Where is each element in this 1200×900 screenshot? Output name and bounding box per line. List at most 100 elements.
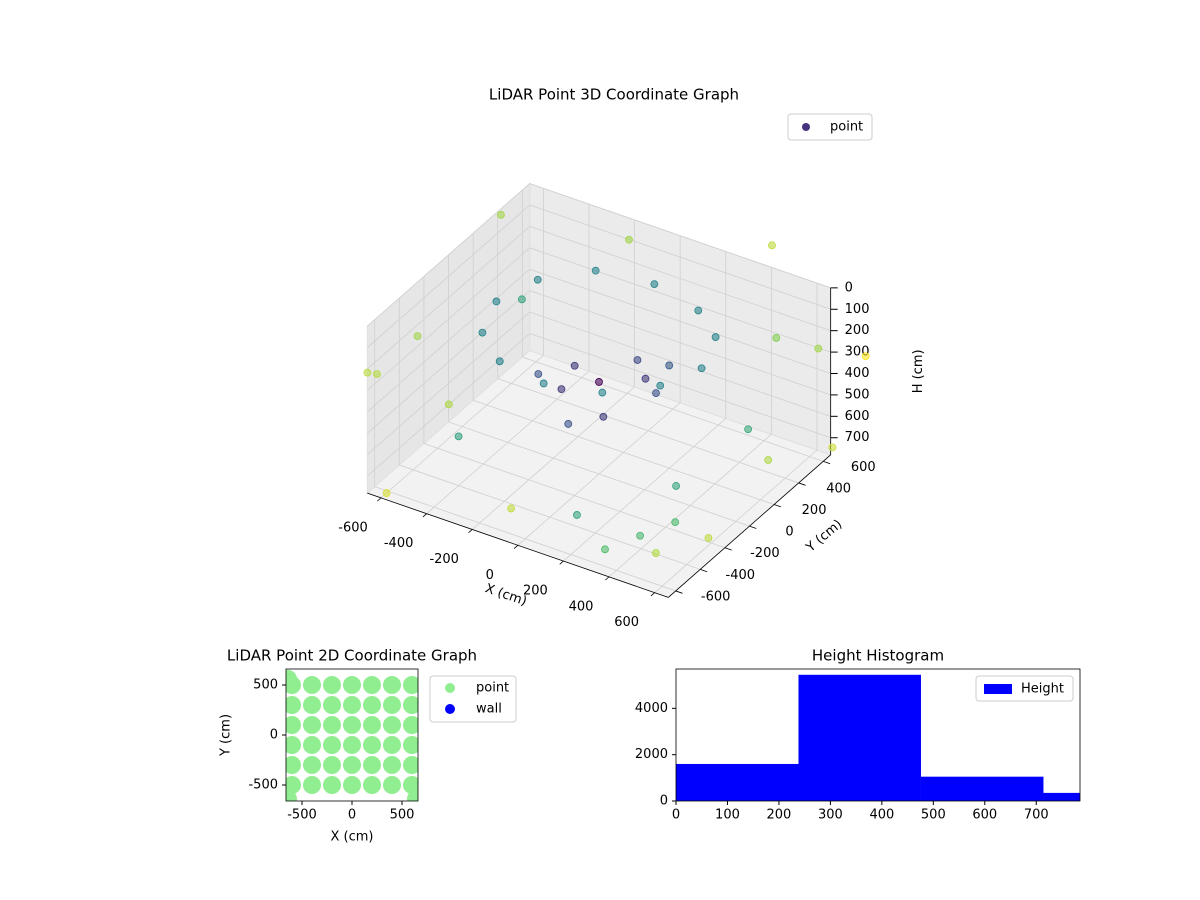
point <box>557 385 566 394</box>
tick-mark <box>724 547 732 551</box>
grid-line <box>423 443 726 549</box>
point <box>861 352 870 361</box>
point <box>533 275 542 284</box>
tick-mark <box>700 568 708 573</box>
point <box>363 696 381 714</box>
bar <box>798 674 921 801</box>
x-tick-label: -400 <box>384 536 414 551</box>
point <box>564 420 573 428</box>
point <box>403 776 418 794</box>
z-tick-label: 400 <box>845 366 870 381</box>
grid-line <box>367 247 530 391</box>
point <box>382 489 391 497</box>
point <box>444 400 453 409</box>
point <box>828 443 837 452</box>
y-tick-label: -200 <box>750 546 780 561</box>
point <box>772 334 781 342</box>
point <box>641 374 650 383</box>
point <box>383 716 401 734</box>
grid-line <box>472 399 775 505</box>
grid-line <box>529 290 831 396</box>
point <box>323 776 341 794</box>
y-tick-label: 0 <box>660 794 668 809</box>
grid-line <box>367 204 530 348</box>
point <box>363 676 381 694</box>
point <box>814 344 823 353</box>
chart-title: LiDAR Point 2D Coordinate Graph <box>227 647 477 665</box>
grid-line <box>367 268 530 413</box>
point <box>343 736 361 754</box>
grid-line <box>529 247 831 353</box>
x-tick-label: -500 <box>287 808 317 823</box>
point <box>671 518 680 527</box>
point <box>343 756 361 774</box>
point <box>303 736 321 754</box>
z-axis-label: H (cm) <box>911 349 926 393</box>
point <box>286 736 301 754</box>
y-axis-label: Y (cm) <box>803 517 846 556</box>
point <box>383 756 401 774</box>
point <box>303 676 321 694</box>
point <box>363 776 381 794</box>
point <box>652 389 660 398</box>
bar <box>920 776 1044 801</box>
tick-mark <box>650 592 655 597</box>
point <box>286 696 301 714</box>
point <box>496 210 505 219</box>
point <box>303 776 321 794</box>
point <box>599 412 608 421</box>
grid-line <box>529 226 831 332</box>
point <box>286 716 301 734</box>
y-axis-label: Y (cm) <box>219 714 234 757</box>
point <box>403 676 418 694</box>
point <box>672 482 680 490</box>
point <box>633 356 642 364</box>
point <box>601 545 609 554</box>
x-axis-label: X (cm) <box>483 581 529 609</box>
point <box>768 241 776 250</box>
point <box>694 306 703 315</box>
point <box>303 716 321 734</box>
point <box>323 716 341 734</box>
legend-label: point <box>830 120 863 135</box>
x-tick-label: 500 <box>390 808 415 823</box>
point <box>286 790 297 801</box>
point <box>492 297 501 306</box>
point <box>636 531 644 540</box>
point <box>704 534 713 542</box>
z-tick-label: 700 <box>845 430 870 445</box>
y-tick-label: 0 <box>270 728 278 743</box>
legend-box <box>787 113 873 141</box>
point <box>650 280 659 288</box>
z-tick-label: 600 <box>845 409 870 424</box>
point <box>363 756 381 774</box>
point <box>323 736 341 754</box>
axis-line <box>367 492 669 598</box>
x-tick-label: -600 <box>338 520 368 535</box>
point <box>665 361 674 370</box>
point <box>383 776 401 794</box>
point <box>286 756 301 774</box>
point <box>363 716 381 734</box>
point <box>413 332 422 341</box>
point <box>539 379 548 388</box>
tick-mark <box>377 497 382 502</box>
point <box>343 676 361 694</box>
grid-line <box>367 183 530 327</box>
tick-mark <box>468 529 473 534</box>
point <box>591 266 600 275</box>
chart-title: Height Histogram <box>812 647 944 665</box>
point <box>625 235 633 244</box>
z-tick-label: 500 <box>845 387 870 402</box>
legend-marker <box>445 683 455 693</box>
x-tick-label: 600 <box>614 615 639 630</box>
y-tick-label: 0 <box>785 525 793 540</box>
grid-line <box>399 464 701 570</box>
tick-mark <box>798 482 806 486</box>
tick-mark <box>675 590 683 594</box>
y-tick-label: -400 <box>726 568 756 583</box>
x-tick-label: 400 <box>569 599 594 614</box>
point <box>323 756 341 774</box>
legend-label: point <box>476 681 509 696</box>
